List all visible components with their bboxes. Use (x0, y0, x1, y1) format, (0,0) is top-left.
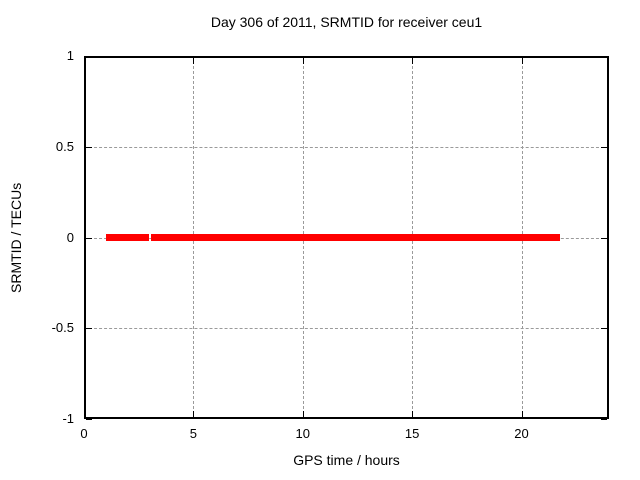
x-tick-mark (193, 58, 195, 64)
y-tick-label: 1 (66, 48, 74, 63)
y-gridline (84, 328, 609, 330)
x-tick-mark (84, 411, 85, 417)
y-tick-label: 0.5 (55, 138, 74, 154)
y-tick-mark (86, 419, 92, 420)
chart-title: Day 306 of 2011, SRMTID for receiver ceu… (210, 14, 483, 30)
y-tick-mark (86, 237, 92, 239)
x-tick-mark (521, 411, 523, 417)
x-tick-label: 0 (80, 426, 88, 441)
y-tick-mark (601, 146, 607, 148)
y-tick-label: -0.5 (51, 320, 74, 336)
series-line-segment (105, 234, 150, 241)
y-tick-mark (601, 419, 607, 420)
series-line-segment (151, 234, 560, 241)
x-tick-label: 5 (189, 426, 197, 441)
x-tick-mark (412, 411, 414, 417)
x-tick-mark (193, 411, 195, 417)
x-tick-label: 20 (514, 426, 529, 441)
y-tick-mark (601, 237, 607, 239)
y-gridline (84, 146, 609, 148)
x-tick-mark (302, 411, 304, 417)
x-axis-label: GPS time / hours (293, 452, 400, 468)
x-tick-mark (302, 58, 304, 64)
y-tick-label: 0 (66, 229, 74, 245)
y-tick-mark (86, 328, 92, 330)
y-tick-mark (601, 56, 607, 57)
x-tick-mark (84, 58, 85, 64)
x-tick-label: 15 (404, 426, 420, 441)
y-tick-mark (86, 146, 92, 148)
plot-area (84, 56, 609, 420)
y-tick-mark (86, 56, 92, 57)
y-tick-label: -1 (62, 411, 74, 426)
x-tick-label: 10 (295, 426, 310, 441)
x-tick-mark (412, 58, 414, 64)
x-tick-mark (521, 58, 523, 64)
y-tick-mark (601, 328, 607, 330)
